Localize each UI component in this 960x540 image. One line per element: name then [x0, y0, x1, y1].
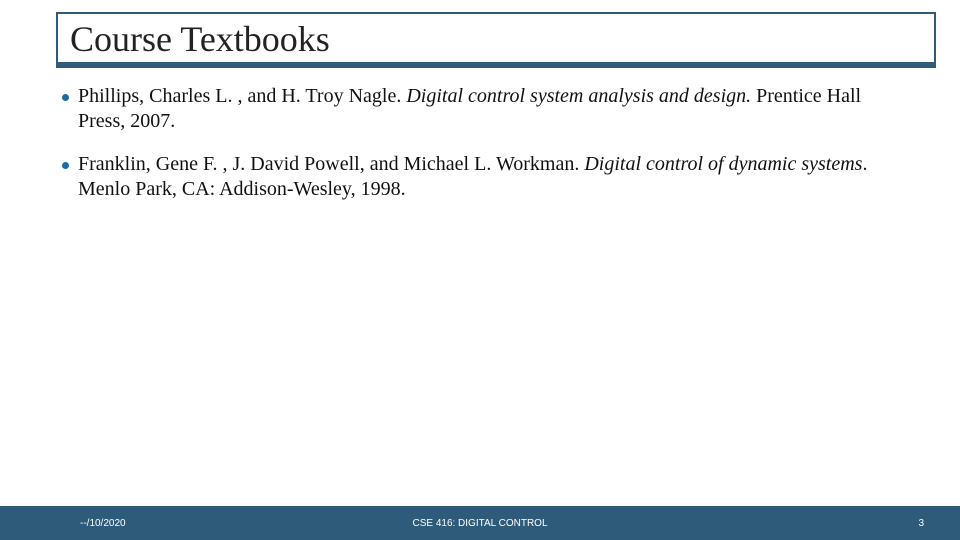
footer-date: --/10/2020: [80, 518, 126, 529]
bullet-text-pre: Franklin, Gene F. , J. David Powell, and…: [78, 153, 584, 175]
list-item: Phillips, Charles L. , and H. Troy Nagle…: [62, 84, 912, 134]
footer-course: CSE 416: DIGITAL CONTROL: [412, 518, 547, 529]
bullet-text-italic: Digital control system analysis and desi…: [406, 85, 751, 107]
slide: Course Textbooks Phillips, Charles L. , …: [0, 0, 960, 540]
title-underline: [56, 62, 936, 66]
page-title: Course Textbooks: [70, 18, 922, 60]
content-area: Phillips, Charles L. , and H. Troy Nagle…: [62, 84, 912, 220]
footer-page-number: 3: [918, 518, 924, 529]
bullet-icon: [62, 94, 69, 101]
footer: --/10/2020 CSE 416: DIGITAL CONTROL 3: [0, 506, 960, 540]
title-box: Course Textbooks: [56, 12, 936, 68]
bullet-icon: [62, 162, 69, 169]
list-item: Franklin, Gene F. , J. David Powell, and…: [62, 152, 912, 202]
bullet-text-italic: Digital control of dynamic systems: [584, 153, 862, 175]
bullet-text-pre: Phillips, Charles L. , and H. Troy Nagle…: [78, 85, 406, 107]
